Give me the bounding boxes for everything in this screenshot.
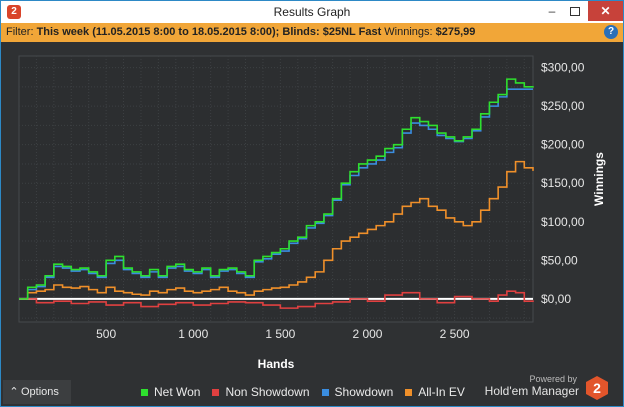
legend-swatch [212,389,220,397]
title-bar[interactable]: 2 Results Graph – ✕ [1,1,623,23]
blinds-label: Blinds: [282,26,320,38]
winnings-value: $275,99 [435,26,476,38]
y-tick-label: $150,00 [541,176,585,190]
y-tick-label: $200,00 [541,138,585,152]
winnings-label: Winnings: [384,26,433,38]
plot-area [18,55,534,323]
series-line-net-won [19,78,534,300]
results-chart: 500 1 000 1 500 2 000 2 500 $0,00 $50,00 $100,0… [18,55,606,371]
y-tick-label: $250,00 [541,99,585,113]
legend-label: Non Showdown [225,385,310,399]
window-title: Results Graph [273,5,351,19]
filter-period: This week (11.05.2015 8:00 to 18.05.2015… [36,26,280,38]
series-line-all-in-ev [19,160,534,300]
legend-label: Net Won [154,385,201,399]
hm2-brand-logo-icon: 2 [586,376,608,400]
x-tick-label: 1 000 [178,327,208,341]
y-axis-label: Winnings [592,152,606,206]
x-tick-label: 2 000 [352,327,382,341]
options-button[interactable]: ⌃ Options [3,380,71,404]
legend-swatch [405,389,413,397]
blinds-value: $25NL Fast [322,26,382,38]
help-icon[interactable]: ? [604,25,618,39]
y-tick-label: $300,00 [541,61,585,75]
y-tick-label: $0,00 [541,292,571,306]
legend-item-non-showdown: Non Showdown [212,385,310,399]
y-tick-label: $50,00 [541,253,578,267]
brand-name: Hold'em Manager [484,384,579,398]
minimize-button[interactable]: – [548,4,556,18]
maximize-button[interactable] [564,1,586,21]
powered-by-text: Powered by [529,374,577,384]
filter-bar[interactable]: Filter: This week (11.05.2015 8:00 to 18… [1,23,623,42]
legend-item-net-won: Net Won [141,385,200,399]
series-line-non-showdown [19,290,534,309]
y-tick-label: $100,00 [541,215,585,229]
bottom-bar: ⌃ Options Net Won Non Showdown Showdown All-… [1,374,623,406]
chart-legend: Net Won Non Showdown Showdown All-In EV [141,385,477,399]
filter-label: Filter: [6,26,34,38]
legend-label: All-In EV [418,385,465,399]
x-tick-label: 1 500 [265,327,295,341]
legend-label: Showdown [334,385,394,399]
legend-swatch [141,389,148,397]
close-button[interactable]: ✕ [588,1,623,21]
hm2-logo-icon: 2 [7,5,21,19]
x-axis-label: Hands [258,357,295,371]
legend-swatch [321,389,329,397]
x-tick-label: 2 500 [440,327,470,341]
legend-item-showdown: Showdown [321,385,394,399]
x-tick-label: 500 [96,327,116,341]
chevron-up-icon: ⌃ [9,386,19,398]
options-label: Options [21,386,59,398]
legend-item-all-in-ev: All-In EV [405,385,465,399]
maximize-icon [570,7,580,17]
